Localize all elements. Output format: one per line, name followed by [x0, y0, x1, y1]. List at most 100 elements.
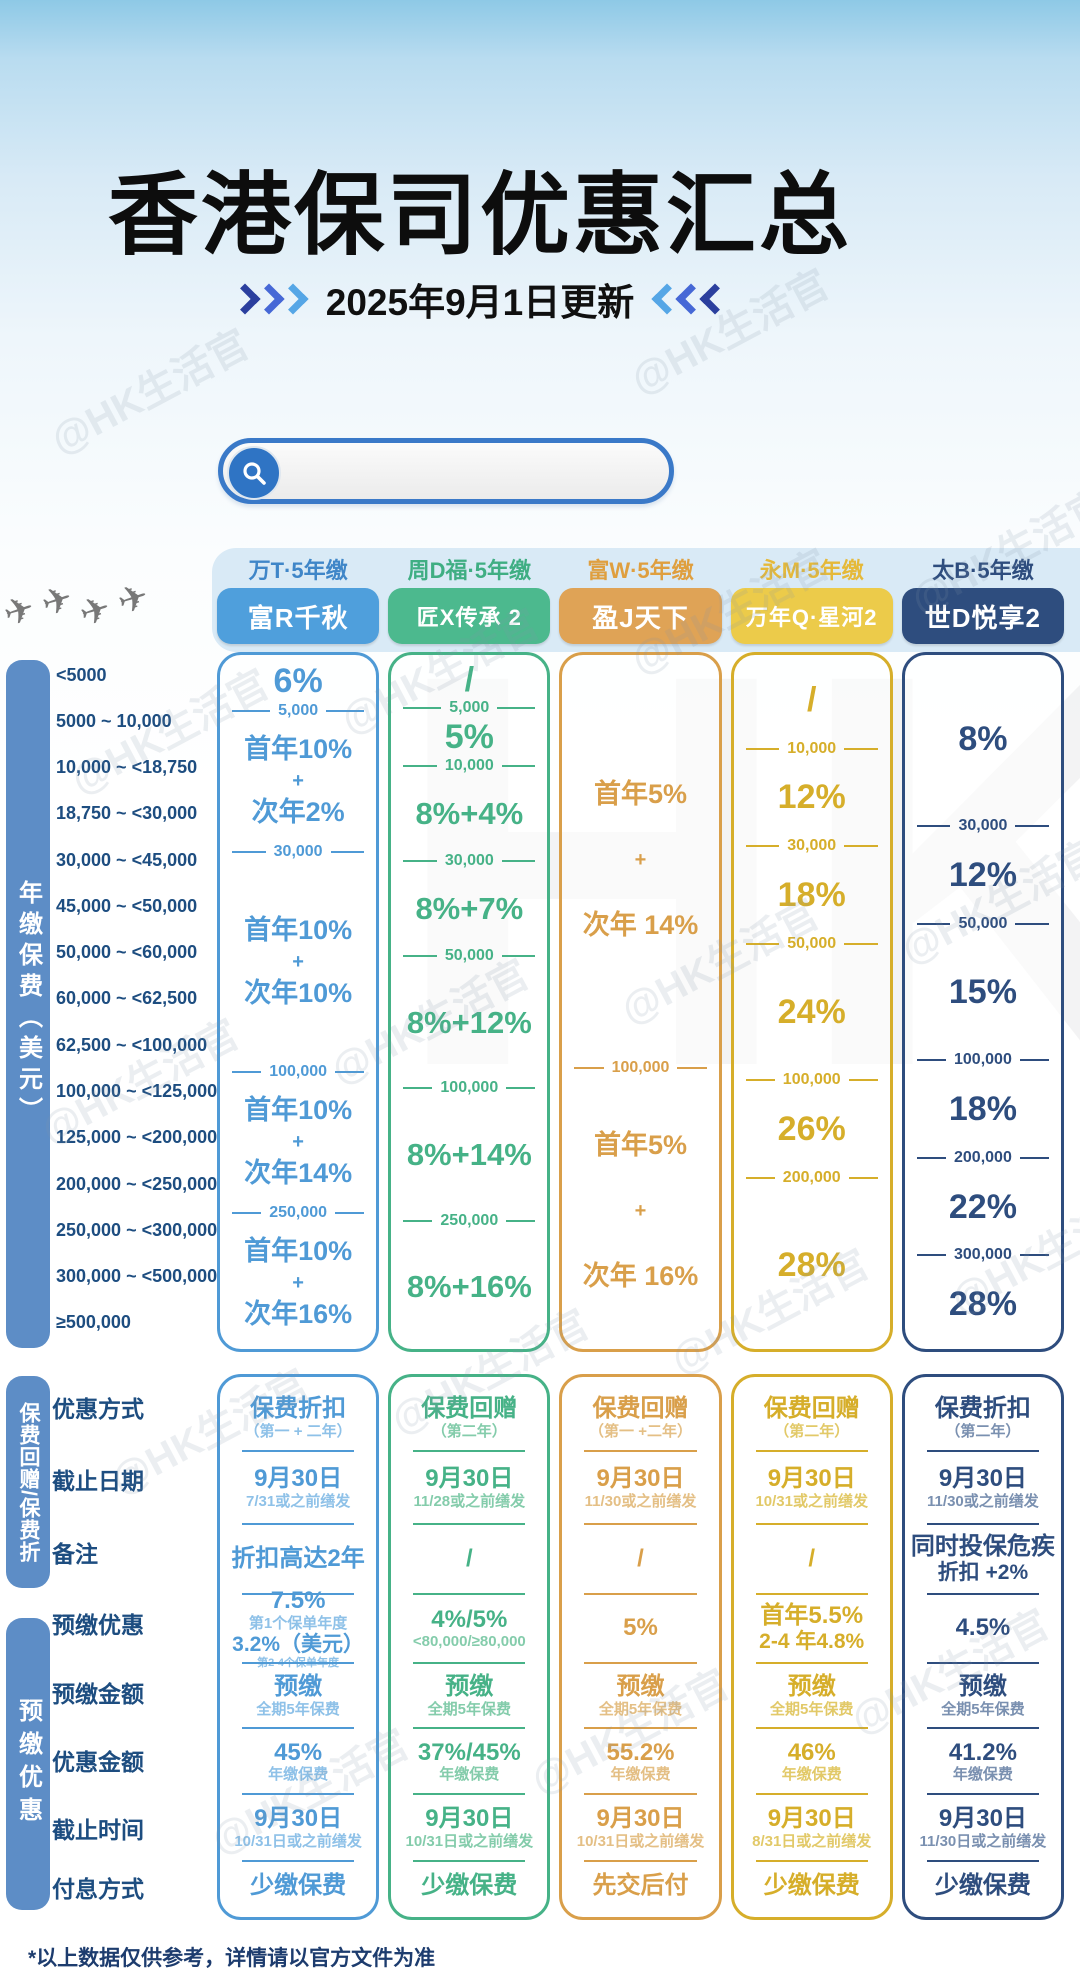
- detail-cell: 保费回赠 （第二年）: [763, 1395, 860, 1440]
- search-icon[interactable]: [227, 446, 281, 500]
- tier-divider: 30,000: [738, 836, 886, 856]
- premium-range-label: 62,500 ~ <100,000: [56, 1034, 208, 1055]
- product-column: 万T·5年缴 富R千秋 6% 5,000 首年10% + 次年2% 30,000 首年10%…: [217, 556, 380, 1920]
- tier-value: 15%: [948, 973, 1017, 1011]
- detail-divider: [926, 1592, 1040, 1595]
- detail-divider: [755, 1860, 868, 1863]
- detail-row-label: 优惠方式: [52, 1395, 144, 1422]
- detail-divider: [584, 1727, 697, 1730]
- tier-value: 28%: [948, 1285, 1017, 1324]
- tier-value: 8%+14%: [406, 1136, 532, 1172]
- detail-cell: 41.2% 年缴保费: [948, 1738, 1017, 1784]
- company-label: 太B·5年缴: [932, 558, 1034, 583]
- detail-divider: [242, 1860, 355, 1863]
- detail-row-labels: 优惠方式 截止日期 备注 预缴优惠 预缴金额 优惠金额 截止时间 付息方式: [52, 1372, 208, 1912]
- detail-cell: 37%/45% 年缴保费: [417, 1738, 521, 1784]
- tier-value: 首年10% + 次年2%: [244, 734, 353, 828]
- tier-value: 8%+12%: [406, 1004, 532, 1040]
- detail-row-label: 优惠金额: [52, 1748, 144, 1775]
- detail-cell: 首年5.5% 2-4 年4.8%: [759, 1601, 865, 1654]
- premium-range-label: 200,000 ~ <250,000: [56, 1173, 218, 1194]
- detail-divider: [584, 1523, 697, 1526]
- detail-divider: [242, 1523, 355, 1526]
- detail-cell: 少缴保费: [763, 1871, 860, 1899]
- product-badge: 万年Q·星河2: [730, 588, 893, 644]
- detail-cell: 少缴保费: [250, 1871, 347, 1899]
- detail-row-label: 备注: [52, 1541, 98, 1567]
- detail-divider: [242, 1727, 355, 1730]
- detail-cell: 预缴 全期5年保费: [770, 1673, 854, 1718]
- tier-value: 6%: [273, 662, 323, 701]
- plane-icon: ✈: [0, 586, 40, 635]
- detail-divider: [926, 1727, 1040, 1730]
- detail-cell: 9月30日 7/31或之前缮发: [246, 1465, 351, 1510]
- detail-cell: 预缴 全期5年保费: [941, 1673, 1025, 1718]
- premium-range-label: 5000 ~ 10,000: [56, 710, 172, 731]
- detail-divider: [413, 1727, 526, 1730]
- premium-range-label: 300,000 ~ <500,000: [56, 1266, 218, 1287]
- tier-divider: 100,000: [566, 1058, 714, 1078]
- premium-range-label: 125,000 ~ <200,000: [56, 1127, 218, 1148]
- detail-divider: [413, 1860, 526, 1863]
- offer-detail-box: 保费折扣 （第二年） 9月30日 11/30或之前缮发 同时投保危疾 折扣 +2% 4.5%…: [901, 1374, 1065, 1920]
- premium-range-label: 10,000 ~ <18,750: [56, 757, 198, 778]
- detail-cell: 9月30日 11/30或之前缮发: [927, 1465, 1039, 1510]
- tier-value: 24%: [777, 992, 846, 1031]
- detail-divider: [242, 1661, 355, 1664]
- detail-row-label: 预缴金额: [52, 1681, 144, 1708]
- watermark-text: @HK生活官: [44, 322, 257, 463]
- detail-divider: [584, 1792, 697, 1795]
- tier-value: 12%: [777, 778, 846, 817]
- tier-value: 8%+16%: [406, 1269, 532, 1305]
- plane-icon: ✈: [112, 574, 154, 623]
- detail-divider: [242, 1592, 355, 1595]
- detail-cell: /: [808, 1545, 816, 1573]
- product-badge: 富R千秋: [217, 588, 380, 644]
- tier-value: 5%: [444, 718, 494, 757]
- detail-row-label: 截止日期: [52, 1467, 144, 1494]
- comparison-table: HK ✈ ✈ ✈ ✈ 年缴保费（美元） 保费回赠/保费折 预缴优惠 <50005…: [0, 548, 1080, 1920]
- premium-tier-box: /5,000 5% 10,000 8%+4% 30,000 8%+7% 50,000 8%+1…: [388, 652, 551, 1352]
- tier-value: /: [806, 680, 817, 719]
- detail-cell: 保费折扣 （第一 + 二年）: [244, 1395, 352, 1440]
- detail-cell: 保费折扣 （第二年）: [934, 1395, 1031, 1440]
- search-input[interactable]: [287, 449, 651, 495]
- tier-divider: 300,000: [909, 1245, 1057, 1265]
- tier-divider: 100,000: [909, 1050, 1057, 1070]
- tier-divider: 200,000: [909, 1148, 1057, 1168]
- tier-divider: 200,000: [738, 1168, 886, 1188]
- detail-cell: 预缴 全期5年保费: [598, 1673, 683, 1718]
- tier-value: 8%+7%: [415, 890, 524, 926]
- premium-range-label: 18,750 ~ <30,000: [56, 803, 198, 824]
- company-label: 富W·5年缴: [587, 558, 694, 583]
- product-badge: 盈J天下: [559, 588, 722, 644]
- detail-divider: [755, 1592, 868, 1595]
- detail-cell: /: [637, 1545, 644, 1573]
- premium-range-label: 30,000 ~ <45,000: [56, 849, 198, 870]
- tier-divider: 50,000: [909, 914, 1057, 934]
- tier-value: 首年10% + 次年16%: [244, 1235, 353, 1329]
- chevrons-left-icon: [651, 283, 731, 315]
- detail-divider: [413, 1523, 526, 1526]
- detail-divider: [755, 1450, 868, 1453]
- premium-tier-box: 8% 30,000 12% 50,000 15% 100,000 18% 200,000 22%…: [901, 652, 1065, 1352]
- detail-divider: [755, 1661, 868, 1664]
- product-column: 富W·5年缴 盈J天下 首年5% + 次年 14% 100,000 首年5% + 次年 16…: [559, 556, 722, 1920]
- detail-divider: [413, 1792, 526, 1795]
- tier-divider: 10,000: [738, 739, 886, 759]
- tier-divider: 100,000: [395, 1078, 543, 1098]
- detail-cell: 9月30日 11/30或之前缮发: [584, 1465, 697, 1510]
- tier-divider: 5,000: [224, 701, 372, 721]
- sidebar-rebate-discount: 保费回赠/保费折: [6, 1376, 50, 1588]
- detail-divider: [413, 1450, 526, 1453]
- detail-cell: 9月30日 10/31日或之前缮发: [405, 1805, 534, 1850]
- tier-divider: 30,000: [224, 842, 372, 862]
- detail-divider: [755, 1792, 868, 1795]
- tier-divider: 10,000: [395, 756, 543, 776]
- search-bar[interactable]: [218, 438, 674, 504]
- detail-divider: [926, 1792, 1040, 1795]
- offer-detail-box: 保费回赠 （第二年） 9月30日 11/28或之前缮发 / 4%/5% <80,000/≥8…: [388, 1374, 551, 1920]
- premium-range-label: 45,000 ~ <50,000: [56, 895, 198, 916]
- detail-cell: 预缴 全期5年保费: [427, 1673, 511, 1718]
- company-label: 万T·5年缴: [248, 558, 348, 583]
